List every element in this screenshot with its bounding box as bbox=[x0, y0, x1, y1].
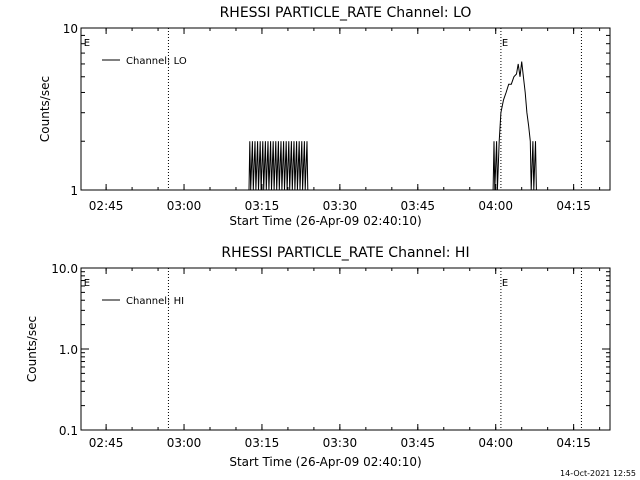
x-tick-label: 03:00 bbox=[167, 199, 202, 213]
series-line-1 bbox=[248, 61, 537, 191]
x-tick-label: 04:15 bbox=[556, 199, 591, 213]
chart-panel-2: RHESSI PARTICLE_RATE Channel: HI 02:45 03:… bbox=[25, 245, 611, 469]
marker-label: E bbox=[84, 278, 90, 289]
y-axis-label: Counts/sec bbox=[25, 316, 39, 382]
legend-label: Channel: LO bbox=[126, 56, 187, 67]
marker-label: E bbox=[502, 38, 508, 49]
x-tick-label: 03:30 bbox=[323, 199, 358, 213]
y-tick-label: 1.0 bbox=[59, 343, 78, 357]
x-tick-label: 03:15 bbox=[245, 199, 280, 213]
x-tick-label: 02:45 bbox=[89, 199, 124, 213]
x-tick-label: 02:45 bbox=[89, 436, 124, 450]
marker-label: E bbox=[502, 278, 508, 289]
plot-frame bbox=[80, 267, 611, 431]
y-tick-label: 0.1 bbox=[59, 424, 78, 438]
x-tick-label: 04:00 bbox=[478, 436, 513, 450]
x-tick-label: 04:00 bbox=[478, 199, 513, 213]
x-tick-label: 03:00 bbox=[167, 436, 202, 450]
x-tick-label: 03:30 bbox=[323, 436, 358, 450]
chart-title: RHESSI PARTICLE_RATE Channel: LO bbox=[220, 5, 472, 21]
plot-timestamp: 14-Oct-2021 12:55 bbox=[560, 469, 636, 478]
x-tick-label: 03:45 bbox=[400, 199, 435, 213]
y-tick-label: 10.0 bbox=[51, 262, 78, 276]
chart-title: RHESSI PARTICLE_RATE Channel: HI bbox=[221, 245, 469, 261]
x-axis-label: Start Time (26-Apr-09 02:40:10) bbox=[229, 455, 421, 469]
marker-label: E bbox=[84, 38, 90, 49]
legend-label: Channel: HI bbox=[126, 296, 184, 307]
x-tick-label: 03:15 bbox=[245, 436, 280, 450]
y-tick-label: 1 bbox=[70, 184, 78, 198]
x-tick-label: 03:45 bbox=[400, 436, 435, 450]
chart-panel-1: RHESSI PARTICLE_RATE Channel: LO 02:45 03:… bbox=[38, 5, 611, 228]
y-tick-label: 10 bbox=[63, 22, 78, 36]
x-axis-label: Start Time (26-Apr-09 02:40:10) bbox=[229, 214, 421, 228]
y-axis-label: Counts/sec bbox=[38, 76, 52, 142]
x-tick-label: 04:15 bbox=[556, 436, 591, 450]
